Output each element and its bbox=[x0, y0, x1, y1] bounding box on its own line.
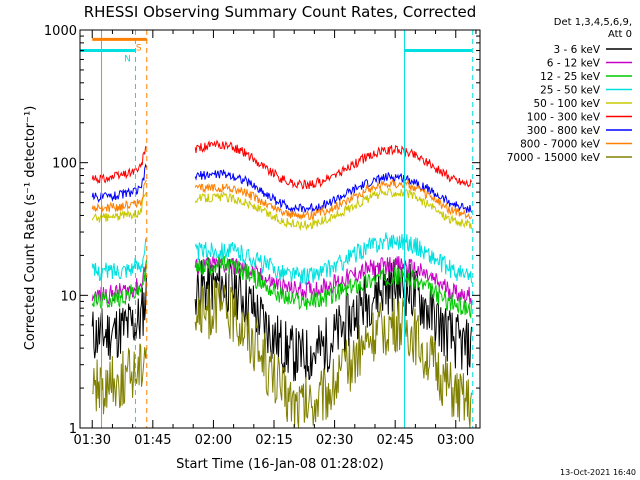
x-tick-label: 01:45 bbox=[134, 433, 171, 448]
x-tick-label: 01:30 bbox=[74, 433, 111, 448]
series-line bbox=[194, 254, 472, 319]
y-tick-label: 1 bbox=[69, 422, 77, 437]
x-tick-label: 03:00 bbox=[437, 433, 474, 448]
series-line bbox=[194, 257, 472, 382]
flag-label: N bbox=[124, 55, 131, 65]
legend-label: 6 - 12 keV bbox=[547, 58, 601, 70]
series-line bbox=[92, 343, 147, 415]
y-axis-label: Corrected Count Rate (s⁻¹ detector⁻¹) bbox=[23, 106, 38, 351]
legend-label: 100 - 300 keV bbox=[527, 112, 601, 124]
legend-label: 25 - 50 keV bbox=[540, 85, 601, 97]
legend-label: 300 - 800 keV bbox=[527, 125, 601, 137]
series-line bbox=[194, 178, 472, 221]
legend-label: 12 - 25 keV bbox=[540, 71, 601, 83]
chart-title: RHESSI Observing Summary Count Rates, Co… bbox=[84, 3, 477, 21]
flag-label: S bbox=[136, 43, 142, 53]
plot-frame bbox=[79, 29, 481, 429]
legend-label: 800 - 7000 keV bbox=[520, 139, 601, 151]
series-line bbox=[91, 145, 147, 185]
plot-area: SN bbox=[80, 30, 474, 429]
axes: 01:30 01:45 02:00 02:15 02:30 02:45 03:00 1 10 10… bbox=[44, 24, 481, 448]
legend-label: 7000 - 15000 keV bbox=[507, 152, 601, 164]
y-tick-label: 100 bbox=[52, 157, 77, 172]
legend-header: Det 1,3,4,5,6,9, bbox=[554, 17, 632, 28]
x-axis-label: Start Time (16-Jan-08 01:28:02) bbox=[176, 457, 384, 472]
series-line bbox=[194, 188, 472, 232]
x-tick-label: 02:15 bbox=[255, 433, 292, 448]
series-line bbox=[194, 169, 472, 213]
series-line bbox=[194, 232, 472, 287]
legend-label: 50 - 100 keV bbox=[533, 98, 600, 110]
series-line bbox=[91, 238, 147, 282]
series-line bbox=[194, 139, 472, 190]
legend: Det 1,3,4,5,6,9,Att 0 3 - 6 keV 6 - 12 keV… bbox=[507, 17, 632, 164]
y-tick-label: 10 bbox=[60, 289, 77, 304]
series-line bbox=[194, 279, 472, 429]
x-tick-label: 02:00 bbox=[195, 433, 232, 448]
legend-label: 3 - 6 keV bbox=[553, 44, 600, 56]
x-tick-label: 02:45 bbox=[376, 433, 413, 448]
legend-header: Att 0 bbox=[608, 29, 632, 40]
timestamp: 13-Oct-2021 16:40 bbox=[560, 468, 636, 477]
x-tick-label: 02:30 bbox=[316, 433, 353, 448]
y-tick-label: 1000 bbox=[44, 24, 77, 39]
